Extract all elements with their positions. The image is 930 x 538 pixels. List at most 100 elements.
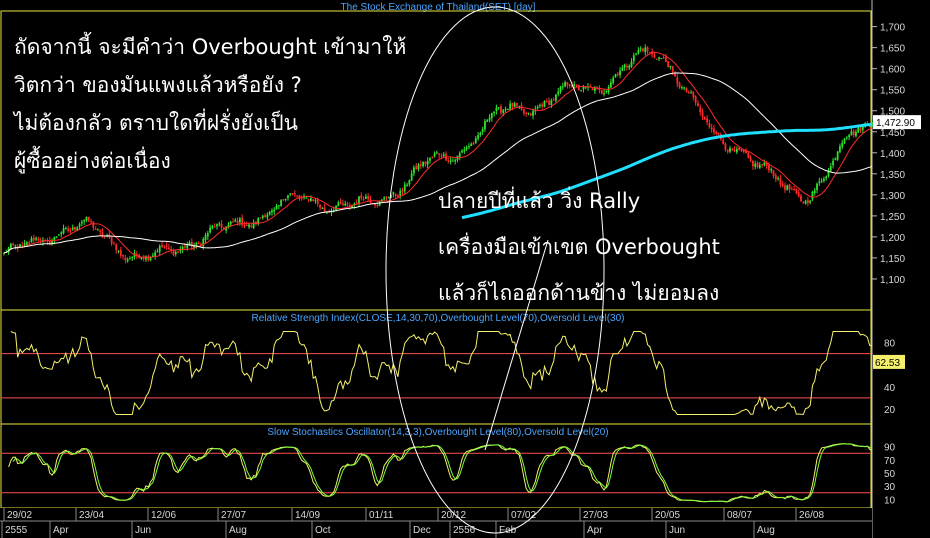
price-candle [662,57,665,59]
price-candle [367,196,370,200]
price-candle [472,142,475,145]
annotation-left-line: ผู้ซื้ออย่างต่อเนื่อง [14,149,171,173]
x-date-label: 08/07 [727,510,752,521]
price-candle [275,205,278,210]
price-candle [387,197,390,199]
price-candle [548,100,550,106]
price-candle [713,128,715,133]
price-candle [401,189,404,192]
price-candle [298,195,301,199]
price-candle [202,238,205,247]
price-candle [238,218,241,223]
x-date-label: 26/08 [799,510,824,521]
price-candle [616,73,619,75]
price-candle [623,64,626,68]
price-candle [788,184,791,190]
annotation-left: ถัดจากนี้ จะมีคำว่า Overbought เข้ามาให้… [14,28,406,180]
price-candle [186,245,189,249]
price-candle [843,138,846,143]
price-candle [648,52,651,54]
price-candle [724,143,727,150]
price-candle [55,236,58,238]
price-candle [774,175,777,180]
price-candle [319,204,321,208]
price-candle [678,83,681,88]
price-candle [362,198,365,200]
price-candle [589,86,592,88]
annotation-pointer-line [484,239,549,451]
price-candle [772,170,775,176]
price-candle [522,109,525,114]
price-candle [71,227,74,230]
price-candle [827,170,830,176]
price-candle [21,245,24,247]
price-candle [839,146,841,153]
price-candle [685,87,688,92]
price-candle [353,203,356,206]
price-candle [282,199,285,201]
price-candle [35,237,37,240]
price-tick-label: 1,550 [880,86,905,97]
price-candle [823,178,825,181]
price-candle [48,240,51,245]
price-candle [658,57,660,59]
x-date-label: 27/07 [221,510,246,521]
price-candle [110,237,113,244]
x-date-label: 01/11 [369,510,394,521]
price-candle [733,149,736,152]
price-candle [115,244,118,251]
price-candle [14,244,17,246]
price-candle [468,146,470,148]
x-date-label: 14/09 [295,510,320,521]
price-candle [206,233,209,237]
price-candle [28,242,31,244]
x-month-label: Feb [499,525,517,536]
x-month-label: Oct [315,525,331,536]
price-candle [575,84,578,87]
price-candle [296,195,299,197]
price-candle [30,238,33,243]
price-candle [664,56,667,63]
rsi-last-label: 62.53 [875,358,900,369]
price-candle [500,106,502,113]
price-candle [841,142,844,148]
x-date-label: 29/02 [7,510,32,521]
price-candle [731,148,734,150]
price-candle [257,217,260,225]
price-candle [314,200,317,202]
price-candle [156,251,159,253]
price-candle [234,219,237,222]
price-candle [117,250,120,252]
price-candle [280,200,283,207]
x-date-label: 07/02 [511,510,536,521]
rsi-title: Relative Strength Index(CLOSE,14,30,70),… [252,313,625,324]
price-candle [758,164,761,169]
price-candle [259,217,262,219]
price-candle [729,148,731,152]
price-candle [752,160,754,167]
price-candle [676,77,679,84]
price-candle [790,189,793,191]
price-candle [80,221,83,224]
price-candle [151,255,154,257]
price-candle [800,195,802,202]
price-candle [852,130,855,136]
price-candle [738,147,741,151]
stoch-tick-label: 90 [884,443,896,454]
price-candle [140,257,143,259]
price-candle [163,246,166,248]
x-date-label: 12/06 [151,510,176,521]
price-candle [149,257,152,261]
price-tick-label: 1,600 [880,65,905,76]
price-candle [193,245,195,248]
price-candle [390,195,392,198]
price-candle [433,153,436,157]
price-candle [229,221,232,225]
price-candle [486,120,489,122]
price-candle [477,135,479,139]
price-candle [124,257,127,261]
price-candle [795,188,798,194]
x-month-label: Apr [53,525,69,536]
price-candle [364,196,367,199]
price-candle [543,100,546,107]
